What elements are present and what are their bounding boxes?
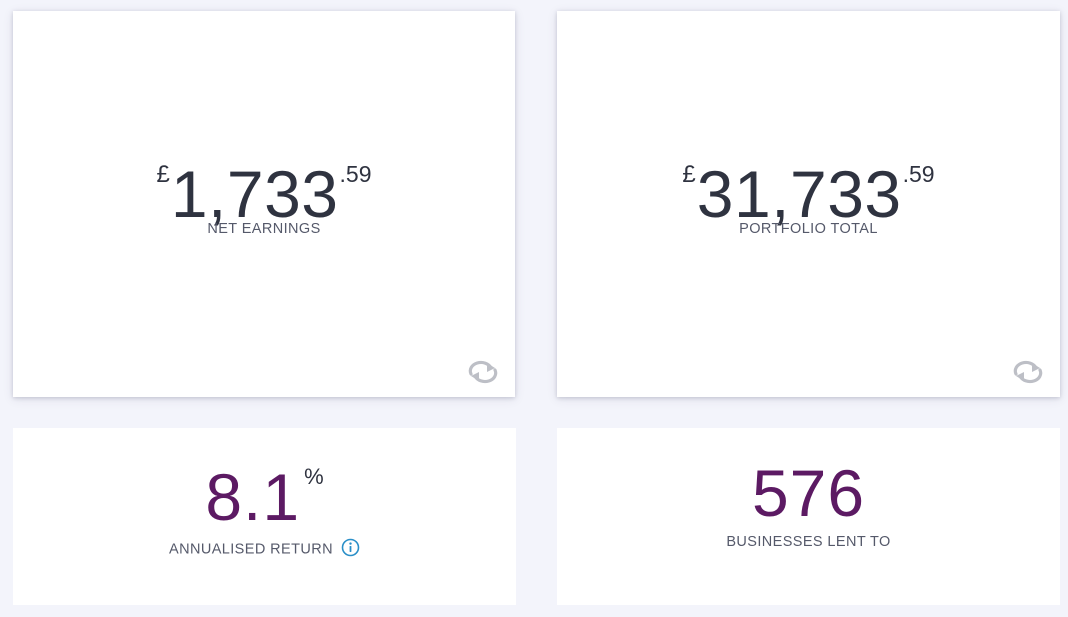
businesses-lent-to-number: 576 <box>751 456 866 530</box>
currency-symbol: £ <box>682 161 696 188</box>
currency-symbol: £ <box>156 161 170 188</box>
portfolio-total-amount: £31,733.59 <box>557 161 1060 227</box>
net-earnings-amount: £1,733.59 <box>13 161 515 227</box>
portfolio-total-label: PORTFOLIO TOTAL <box>739 221 878 237</box>
net-earnings-decimals: .59 <box>339 161 372 187</box>
businesses-lent-to-label: BUSINESSES LENT TO <box>726 534 891 550</box>
percent-sign: % <box>304 464 324 489</box>
net-earnings-card: £1,733.59 NET EARNINGS <box>13 11 515 397</box>
businesses-lent-to-value: 576 <box>557 460 1060 526</box>
refresh-icon[interactable] <box>1010 359 1046 385</box>
portfolio-total-whole: 31,733 <box>696 157 902 231</box>
annualised-return-value: 8.1% <box>13 464 516 530</box>
annualised-return-number: 8.1 <box>205 460 301 534</box>
annualised-return-label: ANNUALISED RETURN <box>169 541 333 558</box>
info-icon[interactable] <box>341 538 360 557</box>
net-earnings-label: NET EARNINGS <box>207 221 321 237</box>
net-earnings-whole: 1,733 <box>170 157 339 231</box>
businesses-lent-to-card: 576 BUSINESSES LENT TO <box>557 428 1060 605</box>
annualised-return-label-row: ANNUALISED RETURN <box>13 538 516 559</box>
portfolio-total-decimals: .59 <box>902 161 935 187</box>
refresh-icon[interactable] <box>465 359 501 385</box>
portfolio-total-card: £31,733.59 PORTFOLIO TOTAL <box>557 11 1060 397</box>
annualised-return-card: 8.1% ANNUALISED RETURN <box>13 428 516 605</box>
